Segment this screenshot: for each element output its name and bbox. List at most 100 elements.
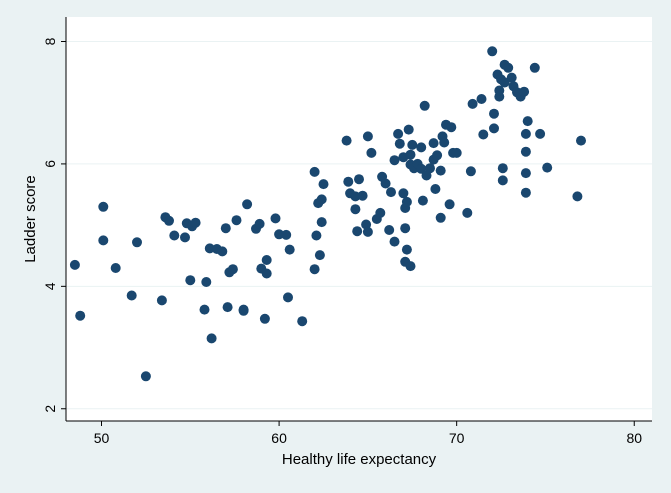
y-axis-label: Ladder score	[22, 175, 39, 263]
plot-area	[66, 17, 652, 421]
scatter-point	[341, 135, 352, 146]
scatter-point	[190, 217, 201, 228]
scatter-point	[238, 304, 249, 315]
scatter-point	[542, 162, 553, 173]
scatter-point	[506, 72, 517, 83]
scatter-point	[451, 147, 462, 158]
scatter-point	[318, 179, 329, 190]
scatter-point	[185, 275, 196, 286]
scatter-point	[489, 123, 499, 134]
scatter-point	[380, 178, 391, 189]
scatter-point	[206, 333, 217, 344]
scatter-point	[389, 155, 400, 166]
scatter-point	[416, 163, 427, 174]
scatter-point	[316, 194, 327, 205]
scatter-point	[98, 235, 109, 246]
scatter-point	[444, 199, 455, 210]
scatter-point	[98, 201, 109, 212]
y-tick-label: 8	[42, 37, 58, 45]
scatter-point	[384, 225, 395, 235]
x-tick-label: 50	[94, 430, 110, 446]
y-tick-label: 4	[42, 282, 58, 290]
scatter-point	[494, 85, 505, 96]
scatter-point	[350, 204, 361, 215]
scatter-point	[499, 77, 510, 88]
scatter-point	[520, 187, 531, 198]
scatter-point	[222, 302, 233, 313]
scatter-point	[242, 199, 253, 210]
scatter-point	[220, 223, 231, 234]
scatter-point	[439, 137, 450, 148]
scatter-point	[357, 190, 368, 201]
scatter-point	[366, 147, 377, 158]
scatter-point	[520, 168, 531, 179]
scatter-point	[156, 295, 167, 306]
scatter-point	[398, 188, 409, 199]
scatter-point	[231, 215, 242, 226]
scatter-point	[261, 268, 272, 279]
scatter-point	[400, 223, 411, 234]
scatter-point	[362, 131, 373, 142]
scatter-point	[572, 191, 583, 202]
x-tick-label: 60	[271, 430, 287, 446]
scatter-point	[132, 237, 142, 248]
scatter-point	[394, 138, 405, 149]
scatter-point	[416, 142, 427, 153]
scatter-point	[199, 304, 210, 315]
scatter-point	[403, 124, 414, 135]
scatter-point	[425, 163, 435, 174]
scatter-point	[497, 163, 508, 174]
scatter-point	[281, 229, 292, 240]
scatter-point	[430, 184, 441, 194]
tick-layer: 2 4 6 8 50 60 70 80	[42, 37, 642, 446]
scatter-point	[169, 230, 180, 241]
scatter-point	[435, 212, 446, 223]
scatter-point	[362, 226, 373, 237]
y-tick-label: 6	[42, 160, 58, 168]
scatter-point	[446, 122, 457, 133]
scatter-point	[417, 195, 428, 206]
scatter-point	[522, 116, 533, 127]
scatter-point	[180, 232, 190, 243]
scatter-point	[270, 213, 281, 224]
y-tick-label: 2	[42, 405, 58, 413]
scatter-point	[309, 264, 320, 275]
scatter-point	[352, 226, 363, 237]
scatter-point	[476, 94, 487, 104]
scatter-point	[375, 207, 386, 218]
scatter-point	[393, 128, 404, 139]
scatter-point	[314, 250, 325, 261]
scatter-point	[519, 86, 530, 97]
grid-layer	[66, 40, 652, 410]
scatter-point	[535, 128, 546, 139]
scatter-point	[465, 166, 476, 177]
scatter-point	[467, 98, 478, 109]
scatter-point	[283, 292, 293, 303]
scatter-point	[432, 150, 443, 161]
scatter-point	[407, 139, 418, 150]
x-axis-label: Healthy life expectancy	[282, 451, 437, 468]
scatter-point	[316, 217, 327, 228]
scatter-point	[126, 290, 137, 301]
scatter-point	[386, 187, 396, 198]
scatter-point	[520, 146, 531, 157]
scatter-point	[401, 196, 412, 207]
scatter-point	[254, 218, 265, 229]
scatter-point	[201, 277, 212, 287]
scatter-point	[520, 128, 531, 139]
x-tick-label: 80	[626, 430, 642, 446]
scatter-point	[217, 246, 228, 257]
scatter-point	[140, 371, 151, 382]
scatter-point	[309, 166, 320, 177]
scatter-point	[401, 244, 412, 255]
scatter-point	[462, 207, 473, 218]
scatter-point	[419, 100, 430, 111]
scatter-point	[405, 261, 416, 272]
scatter-point	[343, 176, 354, 187]
scatter-point	[350, 191, 361, 202]
scatter-point	[487, 46, 498, 57]
scatter-point	[297, 316, 308, 327]
scatter-point	[503, 62, 514, 73]
